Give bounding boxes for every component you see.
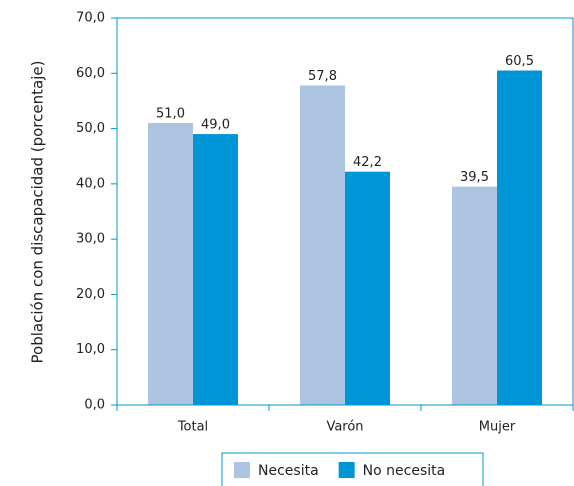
y-tick-label: 0,0 (84, 398, 105, 413)
y-axis-label: Población con discapacidad (porcentaje) (29, 61, 47, 364)
value-label: 57,8 (308, 69, 337, 84)
x-tick-label: Total (177, 420, 208, 435)
y-tick-label: 30,0 (76, 232, 105, 247)
legend-swatch (338, 462, 355, 478)
y-tick-label: 20,0 (76, 287, 105, 302)
value-label: 60,5 (505, 54, 534, 69)
bar (148, 123, 193, 406)
y-tick-label: 60,0 (76, 66, 105, 81)
legend-swatch (234, 462, 250, 478)
y-tick-label: 70,0 (76, 11, 105, 26)
value-label: 39,5 (460, 170, 489, 185)
y-tick-label: 10,0 (76, 342, 105, 357)
bar (452, 186, 497, 405)
value-label: 51,0 (156, 107, 185, 122)
bar (193, 134, 238, 405)
x-tick-label: Varón (326, 420, 363, 435)
value-label: 42,2 (353, 155, 382, 170)
bar (345, 171, 390, 405)
legend-label: No necesita (363, 463, 446, 479)
bar (497, 70, 542, 406)
y-tick-label: 40,0 (76, 176, 105, 191)
legend-box (221, 452, 484, 486)
x-tick-label: Mujer (479, 420, 516, 435)
bar (300, 85, 345, 405)
value-label: 49,0 (201, 118, 230, 133)
y-tick-label: 50,0 (76, 121, 105, 136)
legend-label: Necesita (258, 463, 319, 479)
